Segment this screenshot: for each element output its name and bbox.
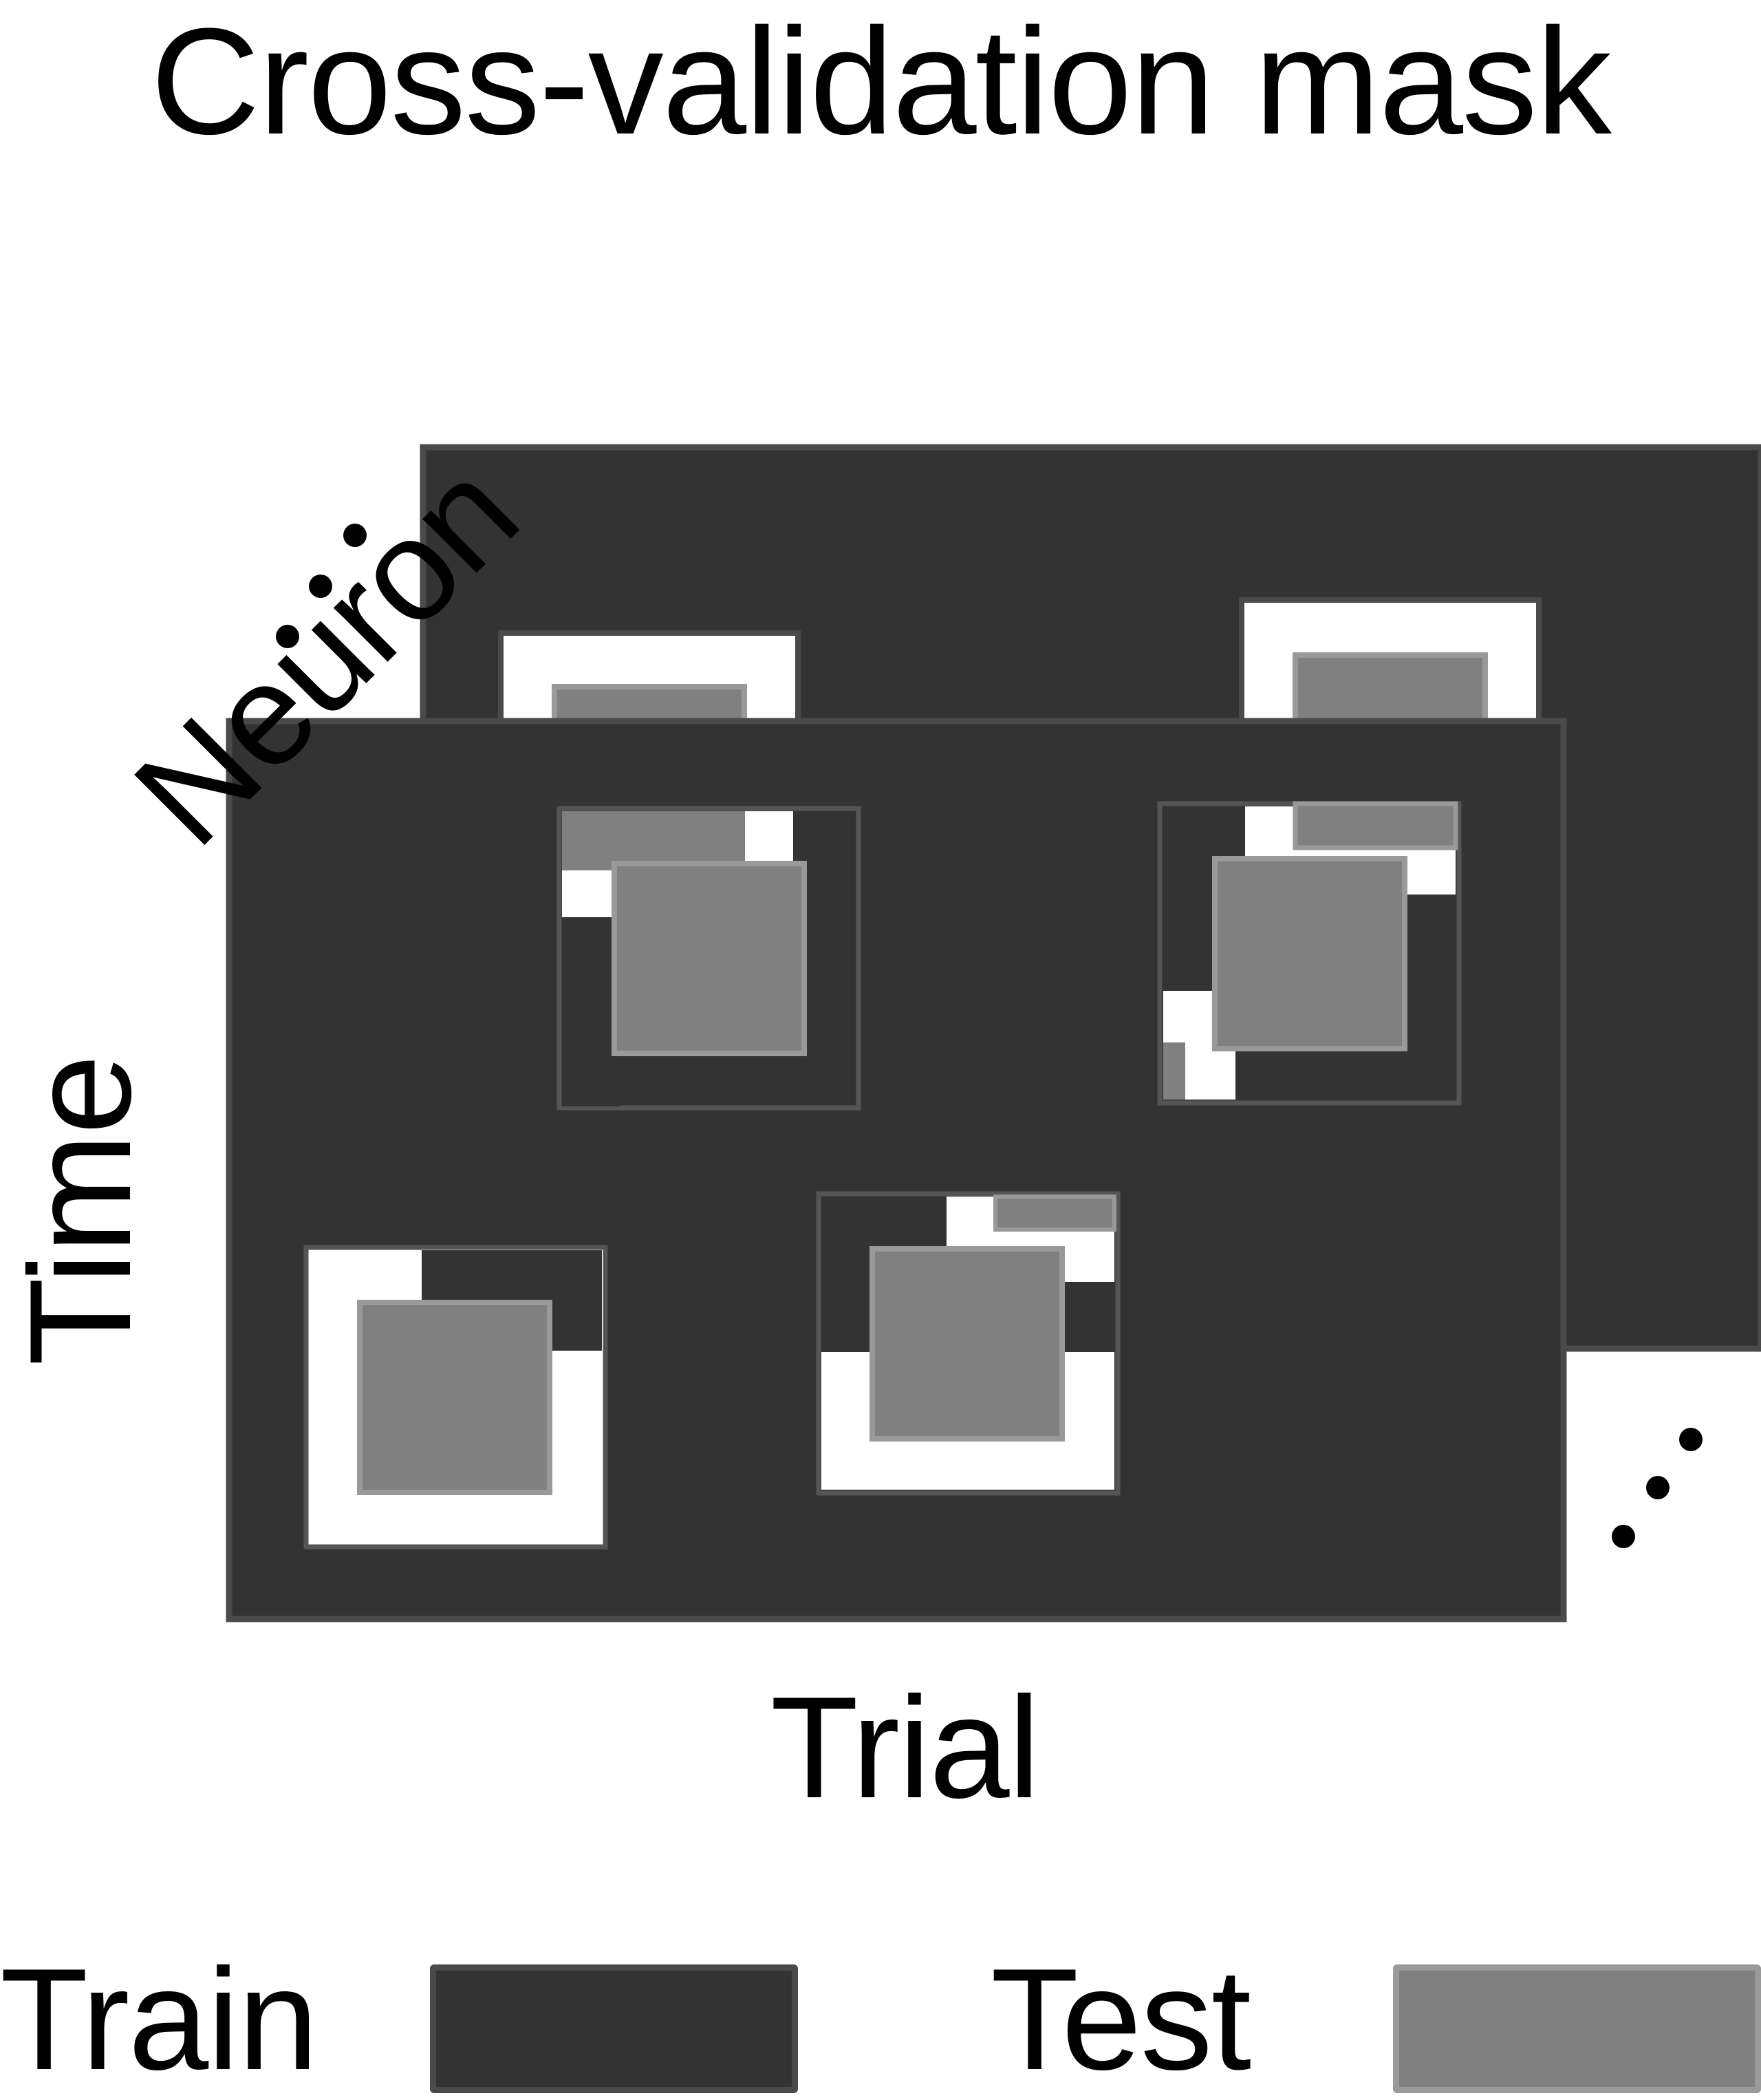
time-axis-label: Time	[0, 1056, 161, 1366]
neuron-ellipsis-dots	[276, 524, 367, 648]
mask-block	[1157, 801, 1462, 1106]
figure-title: Cross-validation mask	[150, 0, 1612, 166]
front-slice	[226, 718, 1567, 1622]
mask-block	[557, 806, 861, 1111]
legend-train-label: Train	[0, 1938, 318, 2100]
trial-ellipsis-dots	[1612, 1428, 1703, 1548]
legend-train-swatch	[430, 1964, 798, 2093]
trial-axis-label: Trial	[770, 1667, 1041, 1828]
mask-block	[303, 1245, 608, 1550]
legend-test-label: Test	[991, 1938, 1251, 2100]
mask-block	[816, 1191, 1121, 1496]
legend-test-swatch	[1393, 1964, 1761, 2093]
